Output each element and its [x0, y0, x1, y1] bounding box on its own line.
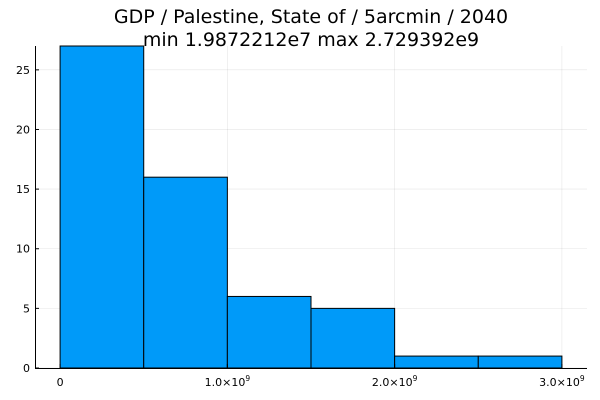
histogram-bars — [59, 45, 563, 369]
x-tick-mantissa: 1.0×10 — [205, 376, 246, 389]
x-tick-mantissa: 0 — [57, 376, 64, 389]
x-tick-label: 2.0×109 — [372, 374, 418, 389]
histogram-bar — [310, 307, 396, 369]
x-tick-mantissa: 2.0×10 — [372, 376, 413, 389]
y-tick-label: 10 — [16, 243, 30, 256]
x-tick-exponent: 9 — [245, 374, 250, 383]
x-tick-label: 1.0×109 — [205, 374, 251, 389]
histogram-bar — [143, 176, 228, 369]
x-tick-exponent: 9 — [580, 374, 585, 383]
histogram-bar — [394, 355, 479, 369]
chart-title-line-1: GDP / Palestine, State of / 5arcmin / 20… — [114, 6, 508, 28]
y-tick-label: 20 — [16, 123, 30, 136]
y-tick-label: 25 — [16, 64, 30, 77]
y-tick-label: 15 — [16, 183, 30, 196]
x-tick-label: 0 — [57, 376, 64, 389]
histogram-bar — [59, 45, 145, 369]
histogram-bar — [477, 355, 563, 369]
y-tick-label: 0 — [23, 362, 30, 375]
x-tick-exponent: 9 — [413, 374, 418, 383]
histogram-bar — [226, 295, 312, 369]
x-tick-label: 3.0×109 — [539, 374, 585, 389]
x-axis-ticks: 0 1.0×109 2.0×109 3.0×109 — [57, 364, 585, 389]
y-axis-ticks: 0 5 10 15 20 25 — [16, 64, 39, 375]
x-tick-mantissa: 3.0×10 — [539, 376, 580, 389]
chart-title-line-2: min 1.9872212e7 max 2.729392e9 — [143, 29, 479, 51]
y-tick-label: 5 — [23, 302, 30, 315]
